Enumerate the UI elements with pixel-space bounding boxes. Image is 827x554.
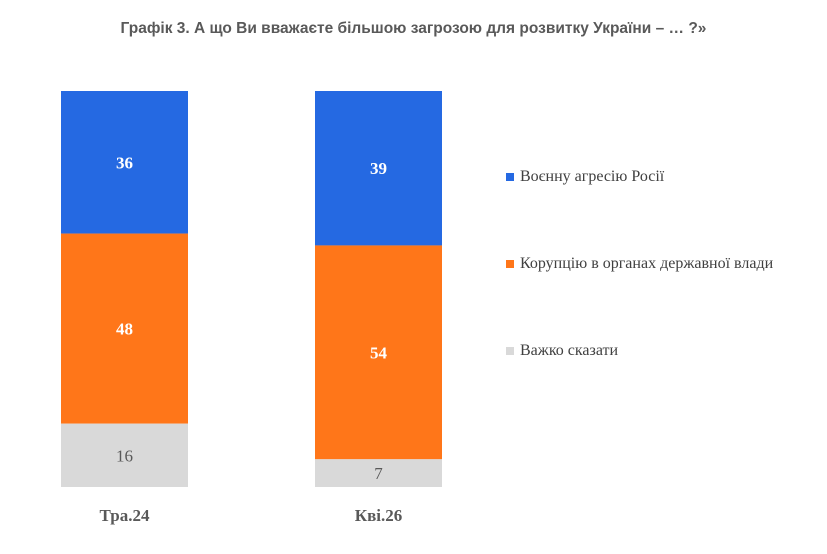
- data-label: 54: [370, 343, 388, 362]
- legend-item-russian-aggression: Воєнну агресію Росії: [506, 166, 796, 187]
- bar-segment-russian-aggression: [315, 91, 442, 246]
- bar-segment-hard-to-say: [61, 423, 188, 487]
- legend-swatch-blue: [506, 173, 514, 181]
- category-label: Кві.26: [355, 506, 402, 525]
- data-label: 36: [116, 153, 133, 172]
- bar-segment-corruption: [61, 233, 188, 424]
- bar-segment-hard-to-say: [315, 459, 442, 487]
- data-label: 39: [370, 159, 387, 178]
- bar-segment-russian-aggression: [61, 91, 188, 234]
- chart-title: Графік 3. А що Ви вважаєте більшою загро…: [120, 20, 707, 37]
- legend-swatch-gray: [506, 347, 514, 355]
- data-label: 16: [116, 446, 133, 465]
- category-label: Тра.24: [100, 506, 150, 525]
- legend-item-hard-to-say: Важко сказати: [506, 340, 796, 361]
- data-label: 7: [374, 464, 383, 483]
- legend-label: Корупцію в органах державної влади: [520, 255, 774, 272]
- legend-label: Важко сказати: [520, 342, 619, 359]
- legend-item-corruption: Корупцію в органах державної влади: [506, 253, 796, 274]
- bar-segment-corruption: [315, 245, 442, 460]
- data-label: 48: [116, 320, 133, 339]
- legend-label: Воєнну агресію Росії: [520, 168, 665, 185]
- legend-swatch-orange: [506, 260, 514, 268]
